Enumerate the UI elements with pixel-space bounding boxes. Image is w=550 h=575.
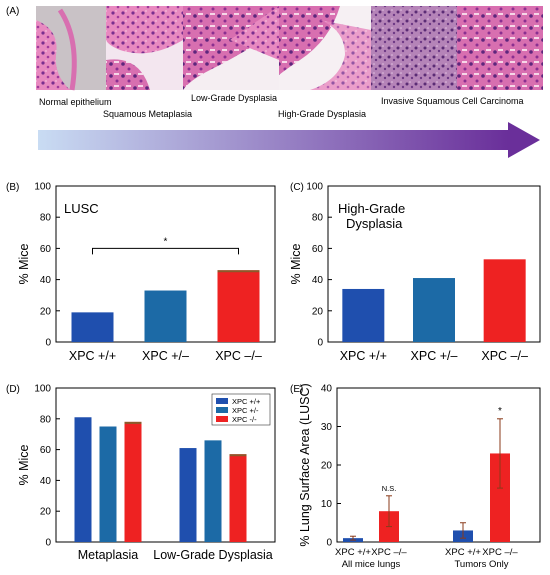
histology-image-high-grade [279, 6, 371, 90]
histology-image-invasive [371, 6, 543, 90]
chart-b-bar-cap [217, 270, 260, 273]
chart-c-title-line1: High-Grade [338, 201, 405, 216]
histology-strip [36, 6, 543, 91]
chart-d-xtick-label: Metaplasia [78, 548, 138, 562]
chart-e-ytick-label: 20 [321, 461, 333, 472]
chart-d-ytick-label: 0 [45, 538, 51, 549]
chart-e-xtick-label: XPC +/+ [335, 547, 371, 558]
chart-d-plot-frame [55, 387, 276, 543]
chart-e-ylabel: % Lung Surface Area (LUSC) [298, 383, 312, 546]
chart-c-ytick-label: 100 [306, 182, 323, 193]
chart-d-legend-swatch [216, 398, 228, 404]
chart-b-xtick-label: XPC +/– [142, 349, 189, 363]
chart-e-ytick-label: 30 [321, 422, 333, 433]
chart-e-group-label: All mice lungs [342, 559, 401, 570]
chart-b-ytick-label: 20 [40, 306, 52, 317]
chart-b-significance-label: * [164, 236, 168, 247]
chart-d-bar [74, 417, 92, 542]
panel-label-a: (A) [6, 6, 19, 17]
chart-e-bar [490, 453, 510, 542]
chart-b-bar [71, 312, 114, 342]
chart-b-significance-bracket [92, 247, 239, 255]
chart-d-legend-label: XPC -/- [232, 415, 257, 424]
chart-c-ytick-label: 40 [312, 275, 324, 286]
chart-b-bar [217, 270, 260, 342]
chart-d-ytick-label: 20 [40, 507, 52, 518]
histology-image-low-grade [183, 6, 279, 90]
chart-d-ytick-label: 80 [40, 414, 52, 425]
panel-label-d: (D) [6, 384, 20, 395]
chart-b-ytick-label: 100 [34, 182, 51, 193]
chart-d-ylabel: % Mice [17, 444, 31, 485]
chart-c-ytick-label: 80 [312, 213, 324, 224]
panel-label-c: (C) [290, 182, 304, 193]
chart-c-ytick-label: 20 [312, 306, 324, 317]
progression-arrow [38, 122, 540, 158]
stage-label-invasive: Invasive Squamous Cell Carcinoma [381, 96, 524, 106]
chart-e: 0 10 20 30 40 % Lung Surface Area (LUSC) XPC +… [298, 383, 541, 570]
chart-c-xtick-label: XPC +/+ [340, 349, 387, 363]
chart-c-ytick-label: 0 [317, 338, 323, 349]
chart-d-bar-cap [124, 421, 142, 424]
chart-c-title-line2: Dysplasia [346, 216, 403, 231]
chart-b-xtick-label: XPC +/+ [69, 349, 116, 363]
chart-d-legend-label: XPC +/+ [232, 397, 261, 406]
chart-e-ytick-label: 0 [326, 538, 332, 549]
panel-label-b: (B) [6, 182, 19, 193]
chart-b-bar [144, 290, 187, 342]
chart-b-ylabel: % Mice [17, 243, 31, 284]
chart-d-legend-swatch [216, 407, 228, 413]
chart-b-ytick-label: 0 [45, 338, 51, 349]
chart-b-ytick-label: 80 [40, 213, 52, 224]
chart-d-legend-label: XPC +/- [232, 406, 259, 415]
chart-e-ytick-label: 10 [321, 499, 333, 510]
chart-c-bar [413, 278, 455, 342]
chart-b-ytick-label: 40 [40, 275, 52, 286]
chart-b-xtick-label: XPC –/– [215, 349, 262, 363]
chart-b-title: LUSC [64, 201, 99, 216]
stage-label-normal: Normal epithelium [39, 97, 112, 107]
chart-d: 0 20 40 60 80 100 % Mice Metaplasia Low-Grade Dy… [17, 384, 276, 562]
chart-c-ylabel: % Mice [289, 243, 303, 284]
chart-d-bar [229, 454, 247, 542]
chart-d-ytick-label: 100 [34, 384, 51, 395]
chart-e-annotation: N.S. [382, 484, 397, 493]
chart-e-ytick-label: 40 [321, 384, 333, 395]
chart-c-bar [483, 259, 526, 342]
chart-d-bar [99, 426, 117, 542]
chart-e-xtick-label: XPC +/+ [445, 547, 481, 558]
chart-e-annotation: * [498, 406, 502, 417]
chart-c-xtick-label: XPC –/– [481, 349, 528, 363]
chart-c-xtick-label: XPC +/– [411, 349, 458, 363]
chart-b-ytick-label: 60 [40, 244, 52, 255]
chart-d-bar [124, 421, 142, 542]
stage-label-high-grade: High-Grade Dysplasia [278, 109, 366, 119]
chart-d-xtick-label: Low-Grade Dysplasia [153, 548, 273, 562]
chart-e-xtick-label: XPC –/– [371, 547, 407, 558]
chart-e-xtick-label: XPC –/– [482, 547, 518, 558]
stage-label-metaplasia: Squamous Metaplasia [103, 109, 192, 119]
chart-c-ytick-label: 60 [312, 244, 324, 255]
stage-label-low-grade: Low-Grade Dysplasia [191, 93, 277, 103]
chart-d-ytick-label: 40 [40, 476, 52, 487]
chart-c-bar [342, 288, 385, 342]
histology-image-normal [36, 6, 106, 91]
chart-d-legend-swatch [216, 416, 228, 422]
histology-image-metaplasia [106, 6, 183, 90]
panel-label-e: (E) [290, 384, 303, 395]
chart-e-group-label: Tumors Only [454, 559, 508, 570]
chart-d-bar-cap [229, 454, 247, 457]
chart-d-bar [204, 440, 222, 542]
chart-b: 0 20 40 60 80 100 % Mice LUSC XPC +/+ XPC +/– XPC … [17, 182, 276, 363]
chart-d-bar [179, 448, 197, 542]
chart-d-ytick-label: 60 [40, 445, 52, 456]
